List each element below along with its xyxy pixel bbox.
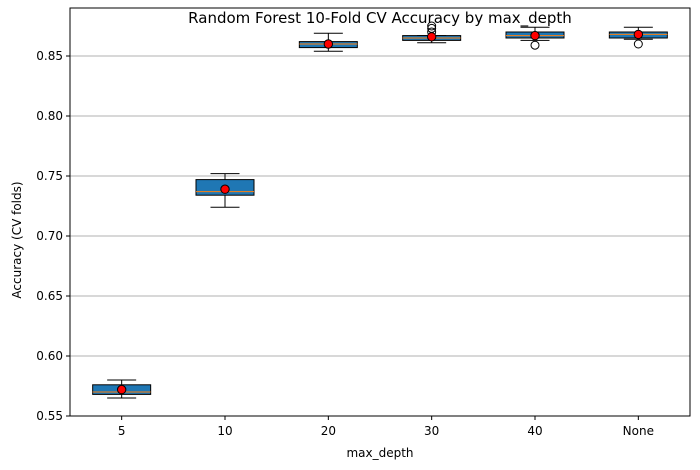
y-axis-label: Accuracy (CV folds) [10, 181, 24, 298]
box-group [298, 32, 358, 52]
mean-marker [323, 39, 334, 49]
y-tick-label: 0.85 [36, 49, 63, 63]
x-tick-label: 20 [321, 424, 336, 438]
mean-marker [530, 30, 540, 41]
outlier-point [427, 21, 437, 31]
mean-marker [116, 384, 127, 395]
mean-marker [426, 32, 437, 42]
box-group [195, 173, 255, 208]
x-axis-label: max_depth [346, 446, 413, 460]
mean-marker [633, 29, 644, 40]
y-ticks: 0.55 0.60 0.65 0.70 0.75 0.80 0.85 [36, 49, 70, 423]
x-tick-label: 40 [527, 424, 542, 438]
x-tick-label: 30 [424, 424, 439, 438]
box-group [505, 26, 565, 50]
outlier-point [633, 39, 643, 49]
y-tick-label: 0.75 [36, 169, 63, 183]
grid-lines [70, 55, 690, 357]
x-tick-label: 10 [217, 424, 232, 438]
x-tick-label: 5 [118, 424, 126, 438]
y-tick-label: 0.60 [36, 349, 63, 363]
box-group [608, 26, 668, 49]
y-tick-label: 0.70 [36, 229, 63, 243]
boxes [92, 21, 668, 399]
outlier-point [530, 40, 540, 50]
x-tick-label: None [623, 424, 654, 438]
x-ticks: 5 10 20 30 40 None [118, 416, 654, 438]
box-group [402, 21, 462, 44]
plot-area-frame [69, 7, 691, 417]
y-tick-label: 0.80 [36, 109, 63, 123]
mean-marker [220, 184, 230, 194]
chart-title: Random Forest 10-Fold CV Accuracy by max… [188, 9, 572, 28]
y-tick-label: 0.55 [36, 409, 63, 423]
box-group [92, 379, 152, 399]
y-tick-label: 0.65 [36, 289, 63, 303]
